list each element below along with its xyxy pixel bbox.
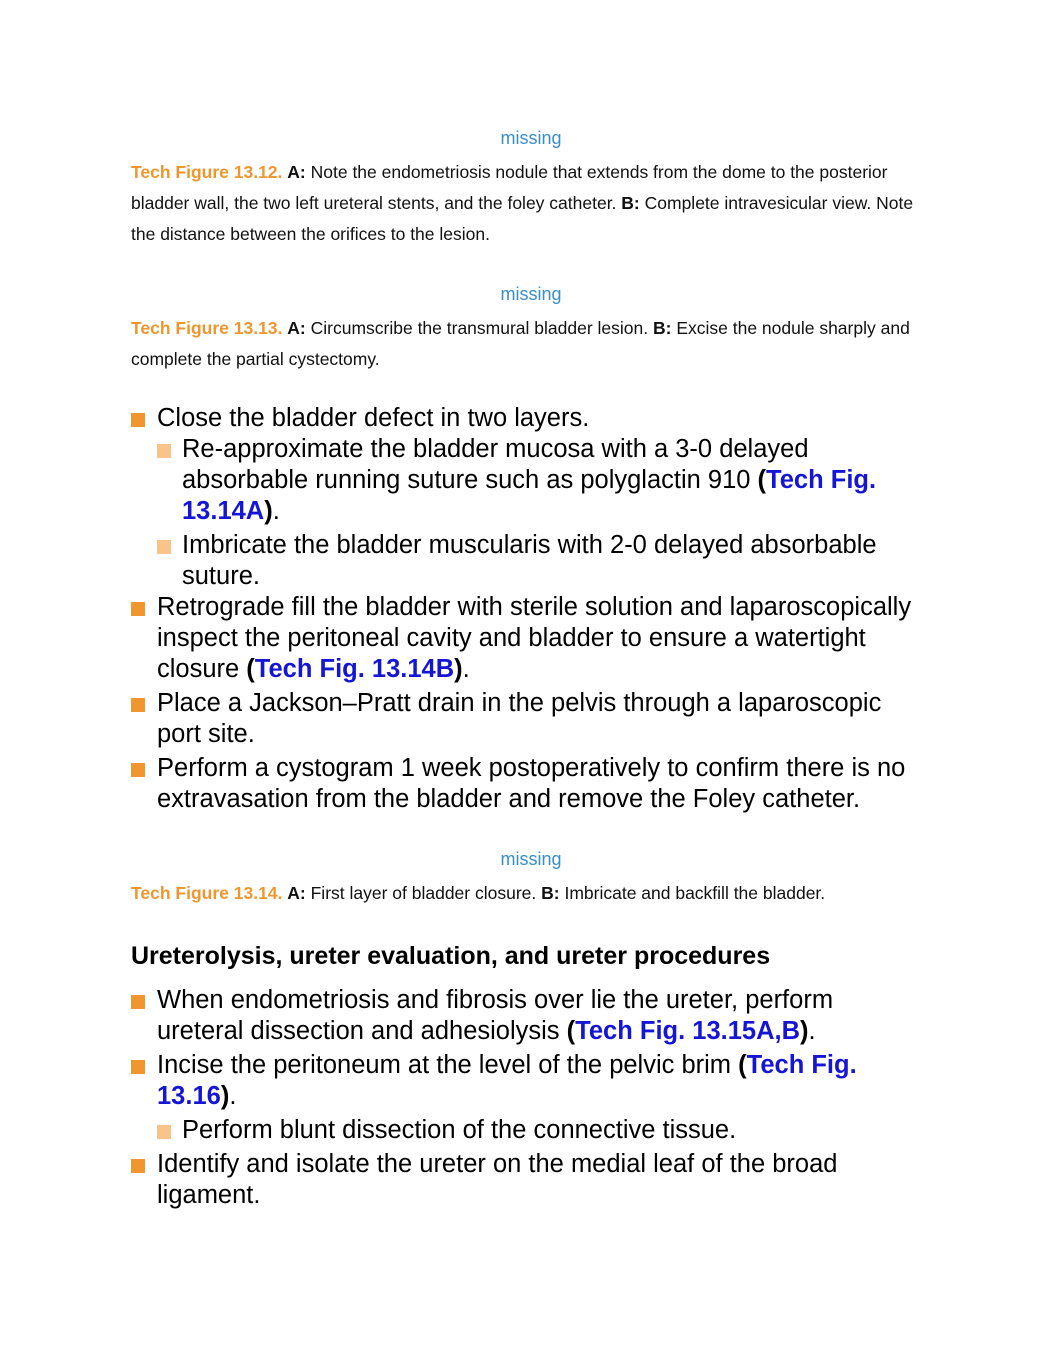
panel-b-text: Imbricate and backfill the bladder. <box>559 883 826 903</box>
panel-b-text: Complete intravesicular view. Note the d… <box>131 193 914 244</box>
paren-close: ) <box>220 1082 230 1110</box>
paren-close: ) <box>264 497 273 525</box>
list-item-text: Perform a cystogram 1 week postoperative… <box>157 754 906 813</box>
list-item-text: Close the bladder defect in two layers. <box>157 404 590 432</box>
list-item: Place a Jackson–Pratt drain in the pelvi… <box>131 688 921 750</box>
period: . <box>808 1017 816 1045</box>
bullet-square-icon <box>157 1125 171 1139</box>
figure-label: Tech Figure 13.14. <box>131 883 283 903</box>
panel-a-label: A: <box>287 162 306 182</box>
list-item-text: Imbricate the bladder muscularis with 2-… <box>182 531 877 590</box>
figure-caption-13-12: Tech Figure 13.12. A: Note the endometri… <box>131 157 921 250</box>
list-subitem: Imbricate the bladder muscularis with 2-… <box>131 530 921 592</box>
panel-a-label: A: <box>287 883 306 903</box>
figure-label: Tech Figure 13.13. <box>131 318 283 338</box>
figure-label: Tech Figure 13.12. <box>131 162 283 182</box>
bullet-square-icon <box>131 698 145 712</box>
paren-open: ( <box>757 466 767 494</box>
bullet-square-icon <box>131 995 145 1009</box>
bullet-square-icon <box>157 444 171 458</box>
section-heading: Ureterolysis, ureter evaluation, and ure… <box>131 942 771 970</box>
list-item-text: Incise the peritoneum at the level of th… <box>157 1051 739 1079</box>
panel-a-text: First layer of bladder closure. <box>305 883 542 903</box>
list-item-text: Re-approximate the bladder mucosa with a… <box>182 435 809 494</box>
paren-open: ( <box>566 1017 576 1045</box>
period: . <box>462 655 470 683</box>
tech-fig-13-16-link[interactable]: Tech Fig. 13.16 <box>157 1051 857 1110</box>
list-item: Identify and isolate the ureter on the m… <box>131 1149 921 1211</box>
figure-caption-13-13: Tech Figure 13.13. A: Circumscribe the t… <box>131 313 921 375</box>
panel-a-text: Note the endometriosis nodule that exten… <box>131 162 888 213</box>
tech-fig-13-14a-link[interactable]: Tech Fig. 13.14A <box>182 466 877 525</box>
panel-a-text: Circumscribe the transmural bladder lesi… <box>305 318 653 338</box>
list-item: Close the bladder defect in two layers. <box>131 403 921 434</box>
missing-image-placeholder: missing <box>500 128 562 148</box>
panel-b-label: B: <box>652 318 672 338</box>
paren-close: ) <box>454 655 463 683</box>
paren-close: ) <box>800 1017 809 1045</box>
list-item: Incise the peritoneum at the level of th… <box>131 1050 921 1112</box>
ureter-procedures-list: When endometriosis and fibrosis over lie… <box>131 985 921 1211</box>
tech-fig-13-14b-link[interactable]: Tech Fig. 13.14B <box>254 655 455 683</box>
panel-a-label: A: <box>287 318 306 338</box>
list-item-text: Perform blunt dissection of the connecti… <box>182 1116 737 1144</box>
bullet-square-icon <box>131 1159 145 1173</box>
list-item: When endometriosis and fibrosis over lie… <box>131 985 921 1047</box>
period: . <box>272 497 280 525</box>
paren-open: ( <box>738 1051 747 1079</box>
panel-b-label: B: <box>621 193 640 213</box>
list-item: Retrograde fill the bladder with sterile… <box>131 592 921 685</box>
list-subitem: Perform blunt dissection of the connecti… <box>131 1115 921 1146</box>
panel-b-label: B: <box>541 883 560 903</box>
panel-b-text: Excise the nodule sharply and complete t… <box>131 318 910 369</box>
list-item: Perform a cystogram 1 week postoperative… <box>131 753 921 815</box>
bullet-square-icon <box>157 540 171 554</box>
bullet-square-icon <box>131 763 145 777</box>
missing-image-placeholder: missing <box>500 284 562 304</box>
period: . <box>229 1082 237 1110</box>
bullet-square-icon <box>131 413 145 427</box>
list-item-text: Identify and isolate the ureter on the m… <box>157 1150 838 1209</box>
missing-image-placeholder: missing <box>500 849 562 869</box>
list-item-text: Place a Jackson–Pratt drain in the pelvi… <box>157 689 882 748</box>
bladder-closure-list: Close the bladder defect in two layers. … <box>131 403 921 815</box>
bullet-square-icon <box>131 1060 145 1074</box>
list-item-text: When endometriosis and fibrosis over lie… <box>157 986 834 1045</box>
tech-fig-13-15-link[interactable]: Tech Fig. 13.15A,B <box>575 1017 800 1045</box>
figure-caption-13-14: Tech Figure 13.14. A: First layer of bla… <box>131 878 921 909</box>
list-item-text: Retrograde fill the bladder with sterile… <box>157 593 912 683</box>
bullet-square-icon <box>131 602 145 616</box>
paren-open: ( <box>246 655 255 683</box>
list-subitem: Re-approximate the bladder mucosa with a… <box>131 434 921 527</box>
